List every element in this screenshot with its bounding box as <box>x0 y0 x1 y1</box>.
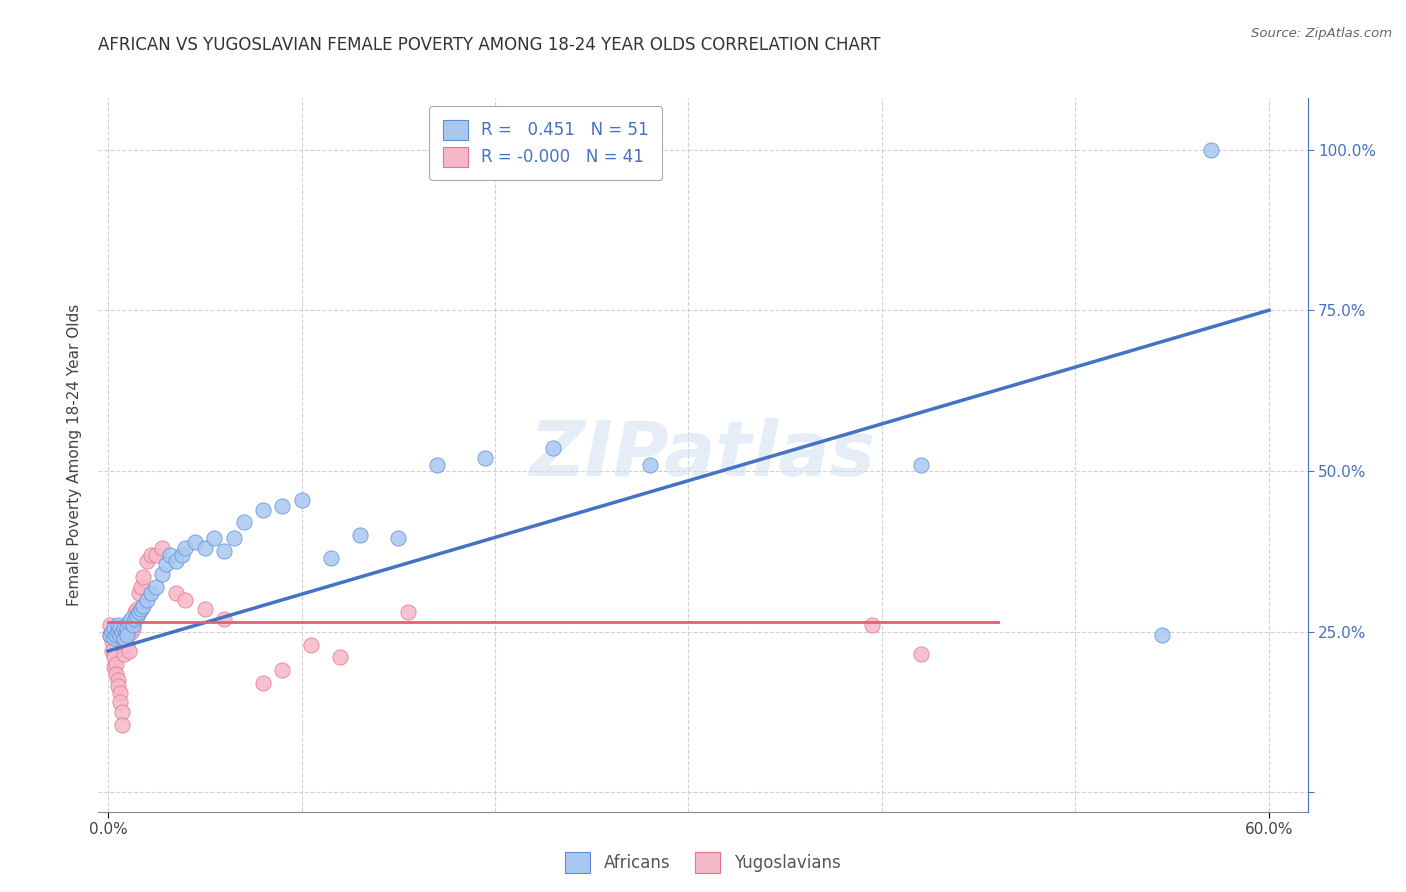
Point <box>111 718 134 732</box>
Point <box>139 586 162 600</box>
Point <box>222 532 245 546</box>
Point <box>212 612 235 626</box>
Point <box>174 541 197 556</box>
Point <box>104 657 127 671</box>
Point <box>638 458 661 472</box>
Point <box>114 624 136 639</box>
Point <box>108 628 131 642</box>
Point <box>271 500 294 514</box>
Point <box>98 618 121 632</box>
Point <box>112 647 135 661</box>
Point <box>101 634 124 648</box>
Point <box>135 554 157 568</box>
Point <box>349 528 371 542</box>
Point <box>108 686 131 700</box>
Point <box>150 541 173 556</box>
Point <box>111 705 134 719</box>
Point <box>117 628 139 642</box>
Point <box>860 618 883 632</box>
Point <box>118 644 141 658</box>
Point <box>155 558 177 572</box>
Point <box>107 673 129 687</box>
Point <box>165 554 187 568</box>
Point <box>101 644 124 658</box>
Point <box>128 606 150 620</box>
Y-axis label: Female Poverty Among 18-24 Year Olds: Female Poverty Among 18-24 Year Olds <box>67 304 83 606</box>
Point <box>107 618 129 632</box>
Point <box>129 602 152 616</box>
Point <box>128 586 150 600</box>
Text: AFRICAN VS YUGOSLAVIAN FEMALE POVERTY AMONG 18-24 YEAR OLDS CORRELATION CHART: AFRICAN VS YUGOSLAVIAN FEMALE POVERTY AM… <box>98 36 882 54</box>
Point <box>910 647 932 661</box>
Text: ZIPatlas: ZIPatlas <box>530 418 876 491</box>
Point <box>135 592 157 607</box>
Point <box>120 612 142 626</box>
Point <box>910 458 932 472</box>
Point <box>111 624 134 639</box>
Point <box>184 534 207 549</box>
Point <box>108 622 131 636</box>
Point <box>252 502 274 516</box>
Point <box>104 628 127 642</box>
Point <box>194 541 217 556</box>
Point <box>145 580 167 594</box>
Point <box>127 608 149 623</box>
Point <box>98 628 121 642</box>
Point <box>129 580 152 594</box>
Point <box>426 458 449 472</box>
Point <box>104 666 127 681</box>
Point <box>98 628 121 642</box>
Point <box>132 570 155 584</box>
Point <box>387 532 409 546</box>
Point <box>271 663 294 677</box>
Point <box>474 451 496 466</box>
Legend: Africans, Yugoslavians: Africans, Yugoslavians <box>558 846 848 880</box>
Point <box>1199 143 1222 157</box>
Point <box>159 548 181 562</box>
Point <box>329 650 352 665</box>
Point <box>165 586 187 600</box>
Point <box>319 550 342 565</box>
Point <box>108 695 131 709</box>
Point <box>252 676 274 690</box>
Point <box>122 618 145 632</box>
Point <box>103 631 125 645</box>
Point <box>127 602 149 616</box>
Point <box>194 602 217 616</box>
Point <box>107 624 129 639</box>
Point <box>103 660 125 674</box>
Point <box>117 622 139 636</box>
Point <box>120 624 142 639</box>
Point <box>103 622 125 636</box>
Point <box>139 548 162 562</box>
Point <box>170 548 193 562</box>
Point <box>132 599 155 613</box>
Point <box>1152 628 1174 642</box>
Point <box>174 592 197 607</box>
Point <box>122 622 145 636</box>
Point <box>204 532 226 546</box>
Legend: R =   0.451   N = 51, R = -0.000   N = 41: R = 0.451 N = 51, R = -0.000 N = 41 <box>429 106 662 180</box>
Point <box>299 638 322 652</box>
Point <box>112 622 135 636</box>
Point <box>112 634 135 648</box>
Point <box>232 516 254 530</box>
Point <box>124 612 146 626</box>
Point <box>290 492 312 507</box>
Point <box>101 624 124 639</box>
Point <box>150 566 173 581</box>
Point <box>396 606 419 620</box>
Point <box>114 628 136 642</box>
Point <box>117 638 139 652</box>
Point <box>103 650 125 665</box>
Point <box>112 631 135 645</box>
Point <box>212 544 235 558</box>
Point <box>118 615 141 629</box>
Point <box>541 442 564 456</box>
Point <box>145 548 167 562</box>
Text: Source: ZipAtlas.com: Source: ZipAtlas.com <box>1251 27 1392 40</box>
Point <box>107 679 129 693</box>
Point <box>124 606 146 620</box>
